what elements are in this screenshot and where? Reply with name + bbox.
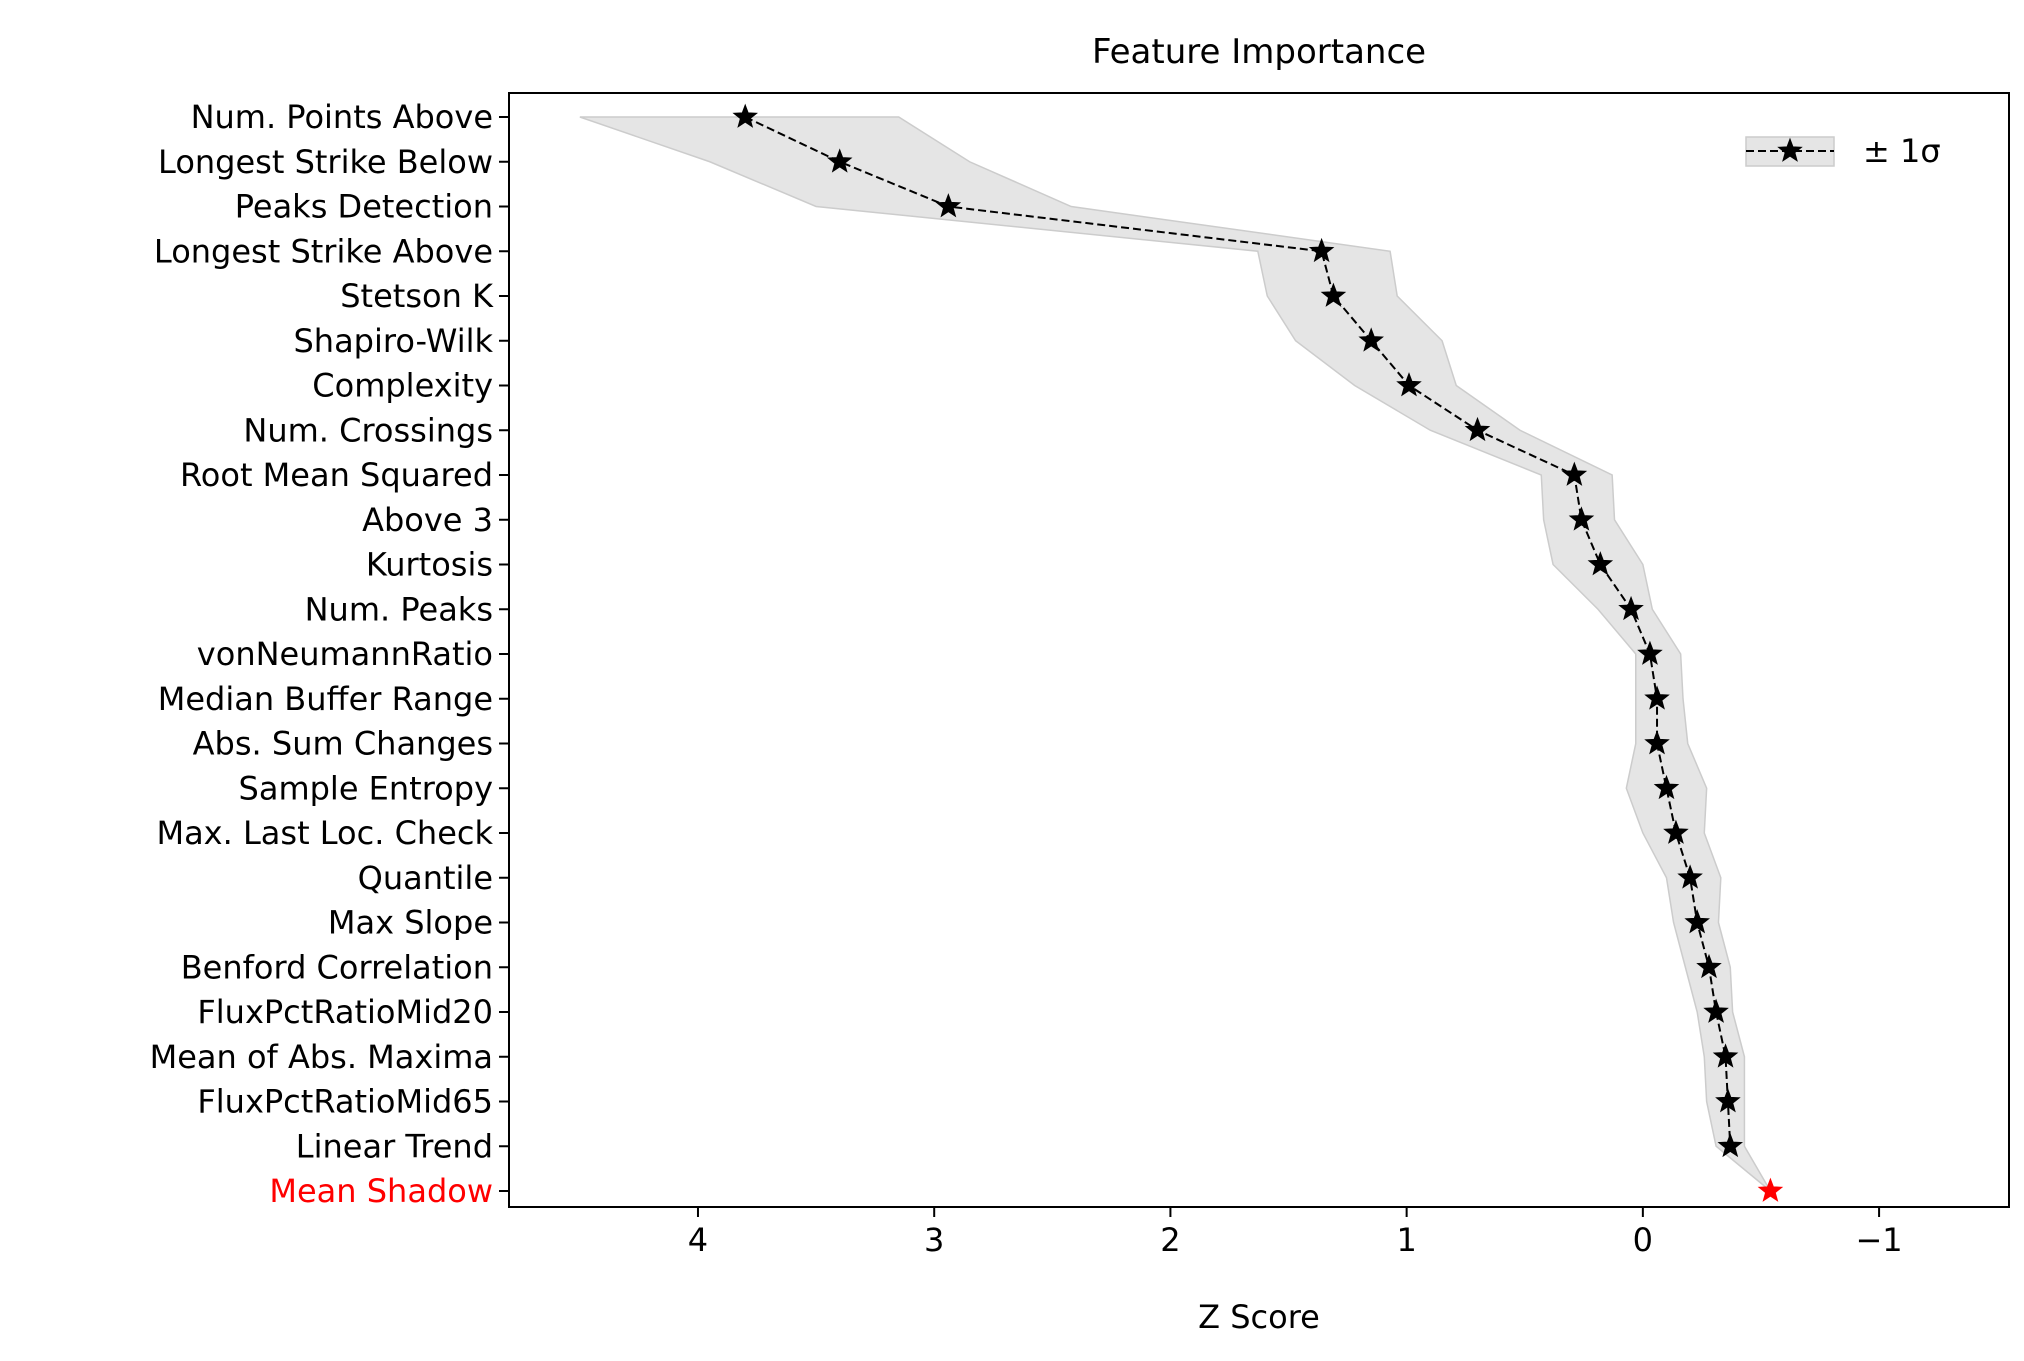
- y-tick-label: Longest Strike Below: [158, 143, 493, 181]
- legend-marker: [1777, 137, 1803, 162]
- series-line: [744, 116, 1732, 1147]
- x-tick-label: 2: [1160, 1221, 1180, 1259]
- y-tick-label: Root Mean Squared: [180, 456, 493, 494]
- data-point: [1663, 819, 1689, 844]
- y-tick-label: Quantile: [358, 859, 493, 897]
- plot-frame: [508, 92, 2010, 1208]
- x-tick-label: −1: [1855, 1221, 1902, 1259]
- data-point: [1644, 730, 1670, 755]
- y-tick-label: Above 3: [362, 501, 493, 539]
- data-point: [1637, 640, 1663, 665]
- sigma-band: [579, 116, 1772, 1192]
- data-point: [1618, 595, 1644, 621]
- y-tick-label: Median Buffer Range: [158, 680, 493, 718]
- data-point: [1653, 774, 1680, 800]
- x-tick-label: 1: [1396, 1221, 1416, 1259]
- series-line-layer: [744, 116, 1732, 1147]
- data-point: [1684, 909, 1710, 934]
- shadow-feature-marker: [1757, 1177, 1784, 1202]
- y-tick-label: Mean of Abs. Maxima: [150, 1038, 493, 1076]
- data-point: [1568, 506, 1595, 531]
- x-tick-label: 0: [1633, 1221, 1653, 1259]
- y-tick-label: Abs. Sum Changes: [193, 725, 493, 763]
- data-point: [1696, 953, 1722, 979]
- y-tick-label: FluxPctRatioMid65: [197, 1083, 493, 1121]
- data-point: [935, 193, 962, 218]
- data-point: [1717, 1132, 1744, 1158]
- sigma-band-layer: [579, 116, 1772, 1192]
- y-tick-label: vonNeumannRatio: [197, 635, 493, 673]
- data-point: [732, 103, 758, 128]
- data-point: [1587, 551, 1614, 576]
- legend: ± 1σ: [1745, 132, 1941, 170]
- y-tick-label: Stetson K: [340, 277, 494, 315]
- y-tick-label: Linear Trend: [296, 1127, 493, 1165]
- data-point: [1358, 327, 1384, 352]
- y-tick-label: Peaks Detection: [235, 188, 493, 226]
- y-tick-label: Sample Entropy: [239, 769, 493, 807]
- data-point: [1561, 461, 1588, 486]
- y-tick-label: Num. Peaks: [305, 590, 493, 628]
- chart-title: Feature Importance: [1092, 32, 1426, 72]
- data-point: [1712, 1043, 1739, 1068]
- data-point: [1464, 416, 1491, 442]
- y-tick-label: Benford Correlation: [181, 948, 493, 986]
- y-tick-label: Complexity: [312, 367, 493, 405]
- y-tick-label: Max Slope: [328, 904, 493, 942]
- data-point: [1308, 237, 1335, 263]
- legend-star-icon: [1777, 137, 1803, 162]
- y-tick-label: Max. Last Loc. Check: [156, 814, 493, 852]
- y-axis-ticks: Num. Points Above Longest Strike Below Pea…: [150, 98, 509, 1210]
- y-tick-label: Num. Crossings: [243, 411, 493, 449]
- data-point: [1644, 685, 1670, 710]
- data-point: [826, 148, 853, 173]
- y-tick-label: Kurtosis: [366, 546, 493, 584]
- data-point: [1703, 998, 1729, 1023]
- data-point: [1715, 1088, 1741, 1113]
- legend-label: ± 1σ: [1863, 132, 1941, 170]
- x-axis-ticks: 4 3 2 1 0 −1: [688, 1207, 1903, 1259]
- y-tick-label: Longest Strike Above: [154, 232, 493, 270]
- data-point: [1320, 282, 1347, 307]
- y-tick-label: FluxPctRatioMid20: [197, 993, 493, 1031]
- x-tick-label: 3: [924, 1221, 944, 1259]
- x-tick-label: 4: [688, 1221, 708, 1259]
- x-axis-label: Z Score: [1198, 1298, 1320, 1336]
- data-point: [1396, 372, 1422, 397]
- data-point: [1677, 864, 1703, 889]
- y-tick-label: Shapiro-Wilk: [293, 322, 493, 360]
- marker-layer: [732, 103, 1784, 1202]
- y-tick-label-shadow: Mean Shadow: [269, 1172, 493, 1210]
- y-tick-label: Num. Points Above: [191, 98, 493, 136]
